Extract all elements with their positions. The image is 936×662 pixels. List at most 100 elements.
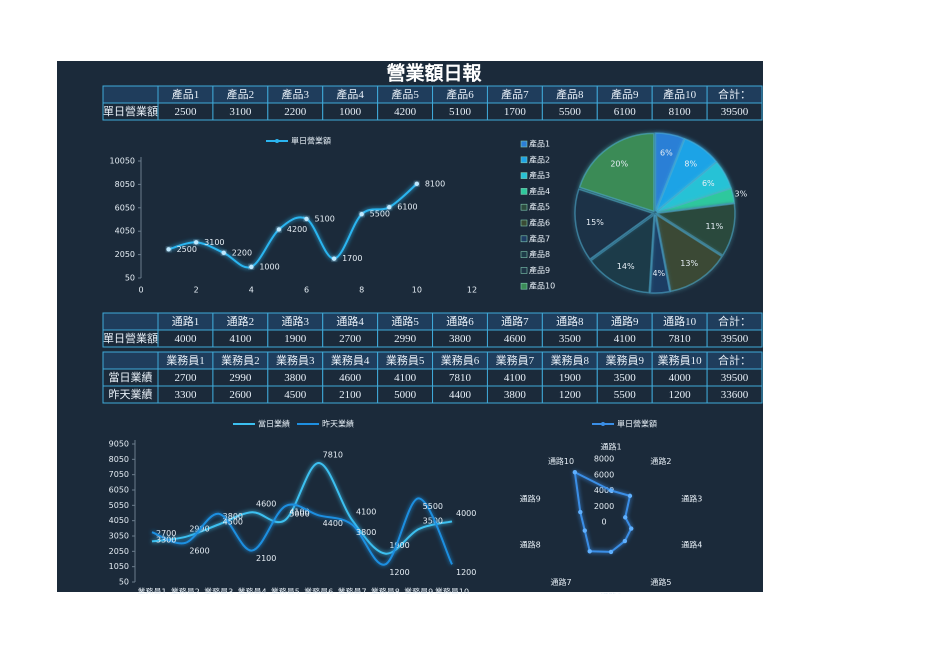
value-cell: 6100: [614, 106, 637, 118]
legend-label: 單日營業額: [291, 136, 331, 146]
legend-label: 產品7: [529, 233, 550, 243]
x-tick-label: 業務員6: [304, 587, 333, 597]
pie-label: 4%: [652, 269, 665, 278]
value-cell: 4400: [449, 389, 472, 401]
radar-tick-label: 8000: [594, 455, 614, 464]
value-cell: 1200: [669, 389, 692, 401]
y-tick-label: 1050: [109, 562, 129, 571]
pie-label: 6%: [702, 179, 715, 188]
value-cell: 3800: [504, 389, 527, 401]
y-tick-label: 2050: [109, 547, 129, 556]
value-cell: 4000: [174, 333, 197, 345]
series-line: [151, 462, 453, 555]
radar-axis-label: 通路2: [650, 456, 671, 466]
value-cell: 3500: [559, 333, 582, 345]
y-tick-label: 4050: [115, 227, 135, 236]
row-label: 單日營業額: [103, 332, 158, 345]
value-cell: 39500: [721, 106, 749, 118]
radar-axis-label: 通路1: [600, 442, 621, 452]
table: 通路1 通路2 通路3 通路4 通路5 通路6 通路7 通路8 通路9 通路10 合計： 單日營業額 4…: [102, 312, 763, 348]
x-tick-label: 業務員5: [271, 587, 300, 597]
point: [414, 181, 420, 187]
radar-axis-label: 通路10: [548, 456, 574, 466]
y-tick-label: 8050: [115, 180, 135, 189]
legend-marker: [275, 139, 279, 143]
y-tick-label: 4050: [109, 516, 129, 525]
value-cell: 5100: [449, 106, 472, 118]
radar-point: [572, 470, 578, 475]
x-tick-label: 10: [412, 286, 422, 295]
data-label: 2600: [189, 546, 209, 555]
radar-axis-label: 通路3: [681, 493, 702, 503]
data-label: 5000: [289, 510, 309, 519]
header-cell: 產品4: [336, 87, 364, 101]
value-cell: 7810: [669, 333, 692, 345]
pie-label: 14%: [617, 262, 635, 271]
radar-point: [608, 549, 614, 555]
series-line: [168, 183, 418, 269]
value-cell: 2700: [339, 333, 362, 345]
value-cell: 3800: [449, 333, 472, 345]
value-cell: 2100: [339, 389, 362, 401]
table-cell: [706, 385, 763, 404]
value-cell: 2700: [174, 372, 197, 384]
value-cell: 4100: [614, 333, 637, 345]
legend-label: 產品6: [529, 218, 550, 228]
data-label: 3300: [156, 536, 176, 545]
radar-point: [608, 488, 614, 493]
value-cell: 2990: [229, 372, 252, 384]
legend-label: 產品10: [529, 281, 555, 291]
data-label: 4500: [223, 517, 243, 526]
value-cell: 4100: [394, 372, 417, 384]
header-cell: 通路4: [336, 315, 364, 328]
x-tick-label: 業務員7: [337, 587, 366, 597]
value-cell: 7810: [449, 372, 472, 384]
legend-swatch: [520, 267, 528, 274]
radar-tick-label: 0: [601, 518, 606, 527]
data-label: 4200: [287, 225, 307, 234]
value-cell: 1900: [284, 333, 307, 345]
legend-label: 昨天業績: [322, 419, 354, 429]
pie-label: 11%: [705, 222, 723, 231]
row-label: 單日營業額: [103, 105, 158, 118]
y-tick-label: 3050: [109, 532, 129, 541]
table-cell: [102, 85, 159, 104]
table-cell: [102, 351, 159, 370]
header-cell: 業務員5: [386, 353, 425, 367]
x-tick-label: 業務員3: [204, 587, 233, 597]
y-tick-label: 9050: [109, 440, 129, 449]
value-cell: 4600: [339, 372, 362, 384]
value-cell: 3800: [284, 372, 307, 384]
radar-point: [627, 493, 633, 499]
legend-swatch: [520, 156, 528, 164]
data-label: 8100: [425, 179, 445, 188]
data-label: 3800: [223, 512, 243, 521]
header-cell: 合計：: [718, 314, 751, 328]
data-label: 4100: [356, 507, 376, 516]
legend-marker: [601, 422, 605, 426]
point: [387, 205, 392, 210]
header-cell: 產品6: [446, 87, 474, 101]
x-tick-label: 2: [194, 286, 199, 295]
data-label: 1000: [259, 262, 279, 271]
data-label: 1200: [456, 568, 476, 577]
pie-label: 8%: [684, 159, 697, 168]
x-tick-label: 業務員10: [435, 587, 469, 597]
y-tick-label: 6050: [115, 203, 135, 212]
header-cell: 業務員10: [658, 353, 702, 367]
x-tick-label: 業務員1: [137, 587, 166, 597]
value-cell: 39500: [721, 372, 749, 384]
value-cell: 4100: [504, 372, 527, 384]
legend-swatch: [520, 140, 528, 148]
pie-slice: [655, 137, 718, 212]
header-cell: 業務員8: [551, 353, 590, 367]
header-cell: 合計：: [718, 87, 751, 101]
x-tick-label: 業務員2: [171, 587, 200, 597]
legend-label: 當日業績: [258, 419, 290, 429]
value-cell: 33600: [721, 389, 749, 401]
radar-axis-label: 通路8: [520, 540, 541, 550]
x-tick-label: 業務員4: [237, 587, 266, 597]
header-cell: 通路8: [556, 315, 584, 328]
data-label: 7810: [323, 451, 343, 460]
value-cell: 2990: [394, 333, 417, 345]
